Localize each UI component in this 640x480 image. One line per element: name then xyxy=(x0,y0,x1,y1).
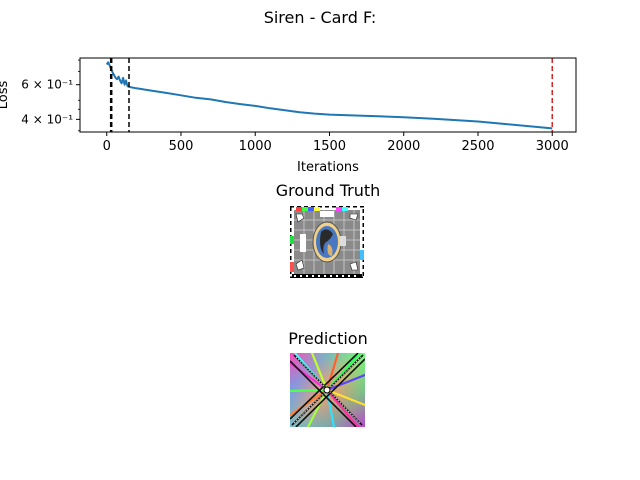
x-tick-label: 2000 xyxy=(387,139,420,154)
y-axis-label: Loss xyxy=(0,81,11,110)
y-tick-label: 6 × 10⁻¹ xyxy=(21,78,73,92)
x-tick-label: 3000 xyxy=(536,139,569,154)
loss-series-line xyxy=(105,61,553,130)
plot-frame xyxy=(79,57,577,133)
x-tick-label: 2500 xyxy=(461,139,494,154)
x-tick-label: 1000 xyxy=(239,139,272,154)
prediction-image xyxy=(290,353,365,427)
y-tick-label: 4 × 10⁻¹ xyxy=(21,112,73,126)
x-tick-label: 0 xyxy=(103,139,111,154)
ground-truth-title: Ground Truth xyxy=(275,181,381,200)
figure-suptitle: Siren - Card F: xyxy=(263,8,377,27)
x-tick-label: 1500 xyxy=(313,139,346,154)
ground-truth-image xyxy=(290,206,364,278)
loss-chart: 0 500 1000 1500 2000 2500 3000 4 × 10⁻¹ 6 × 10⁻¹… xyxy=(0,57,577,175)
x-axis-label: Iterations xyxy=(297,160,359,175)
x-tick-label: 500 xyxy=(169,139,194,154)
prediction-title: Prediction xyxy=(288,329,368,348)
